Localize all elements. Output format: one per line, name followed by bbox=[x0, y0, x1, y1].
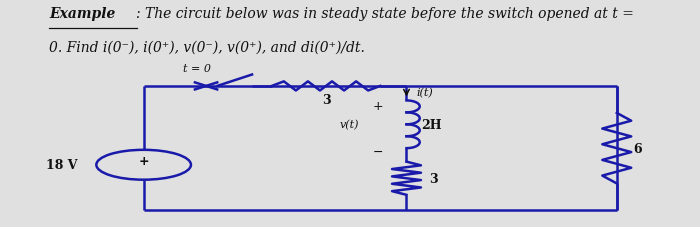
Text: +: + bbox=[139, 154, 149, 167]
Text: 3: 3 bbox=[322, 94, 330, 107]
Text: t = 0: t = 0 bbox=[183, 64, 211, 74]
Text: 18 V: 18 V bbox=[46, 158, 78, 172]
Text: Example: Example bbox=[49, 7, 116, 21]
Text: 0. Find i(0⁻), i(0⁺), v(0⁻), v(0⁺), and di(0⁺)/dt.: 0. Find i(0⁻), i(0⁺), v(0⁻), v(0⁺), and … bbox=[49, 41, 365, 55]
Text: : The circuit below was in steady state before the switch opened at t =: : The circuit below was in steady state … bbox=[136, 7, 634, 21]
Text: 3: 3 bbox=[430, 172, 438, 185]
Text: 6: 6 bbox=[634, 142, 642, 155]
Text: v(t): v(t) bbox=[340, 120, 359, 130]
Text: i(t): i(t) bbox=[416, 88, 433, 98]
Text: +: + bbox=[373, 100, 384, 113]
Text: −: − bbox=[373, 146, 384, 158]
Text: 2H: 2H bbox=[421, 118, 442, 131]
